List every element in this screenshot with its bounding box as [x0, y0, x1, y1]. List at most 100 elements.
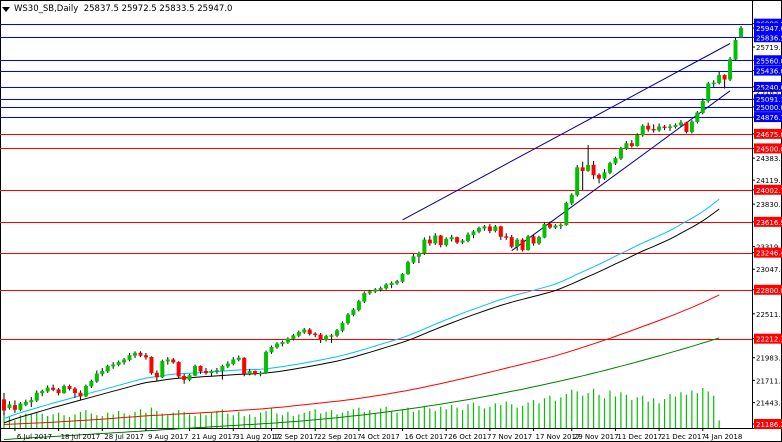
time-tick-label: 21 Dec 2017	[661, 433, 706, 441]
candle-body	[83, 386, 88, 397]
candle-body	[149, 356, 154, 374]
price-tick-label: 25947.0	[756, 25, 782, 33]
candle-body	[56, 389, 61, 394]
candle	[739, 25, 744, 38]
candle-body	[329, 335, 334, 337]
candle	[668, 124, 673, 131]
price-label-box	[754, 216, 782, 227]
candle-body	[143, 355, 148, 358]
candle	[2, 392, 6, 416]
candle-body	[220, 366, 225, 371]
candle-body	[635, 134, 640, 147]
candle	[313, 332, 318, 338]
candle	[171, 357, 176, 364]
candle-body	[160, 361, 165, 378]
candle-body	[187, 375, 192, 380]
candle	[580, 161, 585, 190]
candle-body	[520, 239, 525, 251]
time-tick-label: 29 Nov 2017	[574, 433, 619, 441]
candle	[706, 81, 711, 103]
candle-body	[269, 346, 274, 353]
candle	[160, 359, 165, 378]
price-tick-label: 22800.0	[756, 287, 782, 295]
candle	[558, 223, 563, 230]
candle	[717, 71, 722, 85]
candle	[111, 362, 116, 369]
candle	[433, 233, 438, 245]
candle	[40, 389, 45, 397]
candle	[329, 333, 334, 344]
candle-body	[673, 124, 678, 127]
time-tick-label: 9 Aug 2017	[148, 433, 188, 441]
candle	[143, 352, 148, 360]
candle	[45, 385, 50, 393]
candle-body	[706, 83, 711, 102]
candle-body	[12, 405, 17, 410]
candle-body	[111, 364, 116, 367]
candle-body	[23, 401, 28, 405]
candle-body	[89, 381, 94, 387]
candle-body	[214, 370, 219, 372]
candle	[673, 123, 678, 129]
price-tick-label: 21983.0	[756, 355, 782, 363]
candle-body	[466, 234, 471, 241]
candle-body	[116, 361, 121, 365]
candle-body	[395, 281, 400, 284]
candle	[542, 222, 547, 239]
candle	[291, 333, 296, 341]
candle	[471, 229, 476, 239]
candle-body	[580, 167, 585, 172]
candle-body	[586, 164, 591, 172]
candle	[646, 122, 651, 132]
candle-body	[18, 403, 23, 410]
price-tick-label: 25560.0	[756, 57, 782, 65]
candle-body	[203, 371, 208, 374]
moving-average-line	[3, 208, 720, 424]
price-label-box	[754, 247, 782, 258]
price-tick-label: 24876.7	[756, 114, 782, 122]
candle-body	[285, 338, 290, 343]
candle-body	[345, 314, 350, 324]
price-label-box	[754, 94, 782, 105]
candle	[575, 165, 580, 197]
candle	[733, 37, 738, 62]
time-tick-label: 4 Oct 2017	[361, 433, 400, 441]
candle-body	[569, 194, 574, 204]
candle	[345, 313, 350, 325]
candle-body	[455, 237, 460, 243]
candle-body	[34, 392, 39, 401]
candle	[547, 221, 552, 230]
candle	[209, 369, 214, 377]
dropdown-triangle-icon[interactable]	[2, 7, 10, 12]
candle	[62, 384, 67, 394]
ohlc-readout: 25837.5 25972.5 25833.5 25947.0	[83, 4, 233, 14]
time-axis: 6 Jul 2017 18 Jul 2017 28 Jul 2017 9 Aug 20…	[14, 428, 743, 441]
candle	[193, 364, 198, 377]
candle-body	[45, 387, 50, 392]
time-tick-label: 4 Jan 2018	[705, 433, 743, 441]
candle	[438, 234, 443, 248]
candle-body	[624, 143, 629, 149]
candle	[318, 333, 323, 344]
candle-body	[509, 237, 514, 247]
candle-body	[487, 226, 492, 231]
candle-body	[40, 391, 45, 394]
candle	[395, 279, 400, 285]
candle	[51, 384, 56, 392]
candle	[405, 260, 410, 275]
candle	[526, 234, 531, 251]
price-label-box	[754, 101, 782, 112]
price-tick-label: 25240.0	[756, 84, 782, 92]
candle-body	[558, 224, 563, 227]
candle-body	[231, 359, 236, 365]
candle	[274, 342, 279, 349]
candle	[509, 234, 514, 249]
candle	[367, 289, 372, 295]
candle	[253, 370, 258, 376]
candle-body	[515, 239, 520, 247]
candle-body	[700, 100, 705, 113]
candle	[657, 123, 662, 132]
candle	[264, 350, 269, 374]
candle	[640, 124, 645, 137]
